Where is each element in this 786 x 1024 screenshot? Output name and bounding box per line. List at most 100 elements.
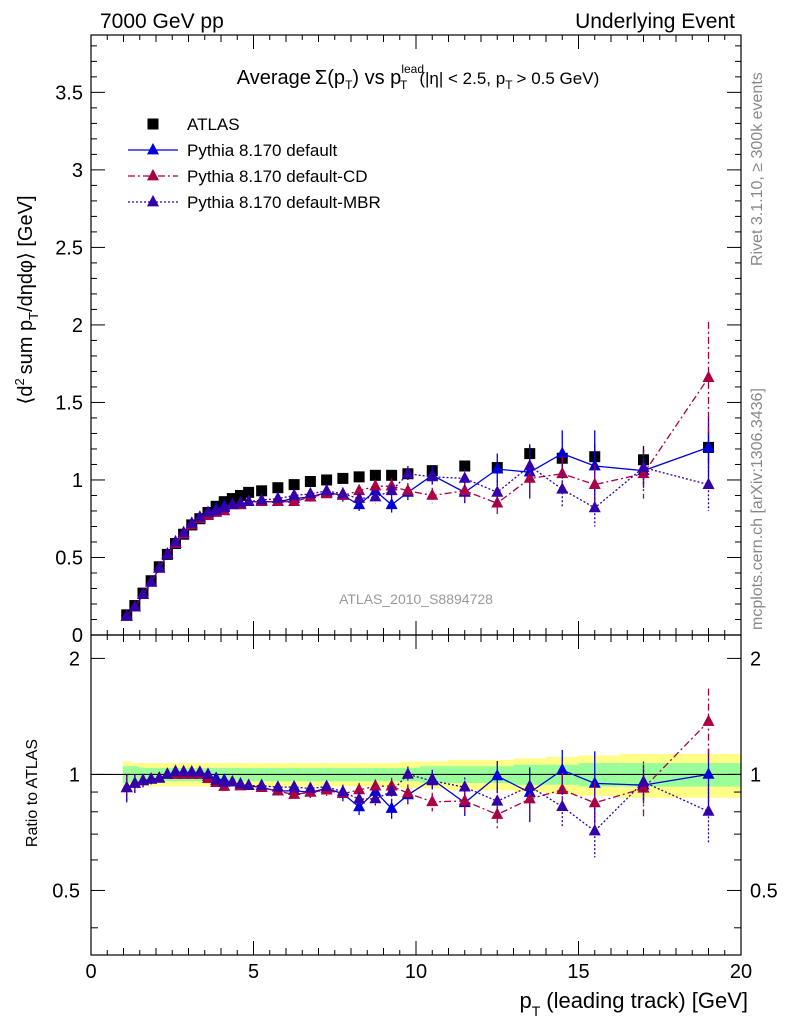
data-point-default	[702, 440, 715, 452]
ratio-point-mbr	[588, 823, 601, 836]
ratio-point-mbr	[185, 765, 198, 777]
data-point-mbr	[120, 609, 133, 621]
y-tick-label: 1.5	[55, 392, 83, 414]
watermark-label: ATLAS_2010_S8894728	[339, 591, 493, 607]
ratio-series-mbr	[120, 761, 715, 858]
ratio-point-mbr	[491, 794, 504, 806]
data-point-cd	[426, 488, 439, 500]
legend: ATLAS Pythia 8.170 default Pythia 8.170 de…	[128, 115, 381, 212]
axis-ticks	[90, 35, 742, 955]
y-tick-label: 2	[72, 315, 83, 337]
ratio-y-tick-label: 2	[69, 648, 80, 670]
plot-title: Average Σ(pT) vs plead T (|η| < 2.5, pT > 0.…	[237, 62, 599, 92]
legend-label-cd: Pythia 8.170 default-CD	[187, 167, 368, 186]
data-point-cd	[288, 494, 301, 506]
ratio-point-cd	[426, 794, 439, 807]
data-point-cd	[588, 477, 601, 489]
data-point-mbr	[161, 547, 174, 559]
series-mbr	[120, 445, 715, 621]
ratio-point-cd	[369, 779, 382, 791]
ratio-point-mbr	[218, 775, 231, 787]
y-tick-label: 1	[72, 470, 83, 492]
data-point-default	[556, 446, 569, 458]
ratio-point-mbr	[426, 773, 439, 786]
data-point-atlas	[337, 472, 349, 484]
ratio-point-mbr	[169, 764, 182, 776]
data-point-atlas	[288, 479, 300, 491]
data-point-mbr	[588, 500, 601, 513]
series-cd	[120, 321, 715, 621]
y-axis-label: ⟨d2sum pT/dηdφ⟩ [GeV]	[12, 196, 41, 405]
data-point-mbr	[210, 503, 223, 516]
ratio-point-cd	[458, 793, 471, 806]
ratio-point-mbr	[145, 772, 158, 784]
data-point-atlas	[459, 460, 471, 472]
data-point-atlas	[272, 482, 284, 494]
x-axis-label: pT (leading track) [GeV]	[519, 988, 748, 1019]
data-point-mbr	[128, 600, 141, 612]
ratio-point-mbr	[193, 765, 206, 777]
ratio-point-mbr	[304, 781, 317, 793]
ratio-point-mbr	[523, 779, 536, 791]
main-panel: ATLAS_2010_S8894728 Average Σ(pT) vs plea…	[120, 62, 715, 621]
data-point-mbr	[523, 458, 536, 471]
data-point-mbr	[288, 488, 301, 500]
ratio-point-cd	[523, 791, 536, 804]
data-point-mbr	[426, 469, 439, 482]
ratio-point-cd	[588, 795, 601, 808]
data-point-atlas	[243, 486, 255, 498]
series-line-cd	[126, 377, 710, 617]
ratio-y-tick-label-right: 2	[750, 648, 761, 670]
data-point-mbr	[242, 494, 255, 506]
data-point-mbr	[153, 561, 166, 573]
data-point-atlas	[321, 474, 333, 486]
ratio-point-cd	[702, 714, 715, 726]
ratio-point-mbr	[353, 792, 366, 804]
data-point-mbr	[637, 460, 650, 472]
ratio-point-mbr	[210, 773, 223, 785]
ratio-point-default	[385, 801, 398, 813]
ratio-point-mbr	[202, 767, 214, 779]
legend-marker-default	[147, 142, 159, 155]
ratio-point-default	[702, 767, 715, 779]
x-tick-label: 15	[567, 961, 589, 983]
data-point-mbr	[193, 510, 206, 522]
ratio-point-mbr	[637, 774, 650, 787]
data-point-mbr	[336, 486, 349, 499]
data-point-mbr	[401, 466, 414, 479]
ratio-point-mbr	[177, 764, 190, 777]
data-point-cd	[353, 483, 366, 496]
ratio-point-mbr	[385, 784, 398, 796]
ratio-point-cd	[401, 786, 414, 798]
ratio-point-mbr	[336, 784, 349, 797]
data-point-mbr	[177, 525, 190, 538]
ratio-y-tick-label-right: 1	[750, 764, 761, 786]
legend-marker-cd	[147, 168, 159, 181]
data-point-mbr	[304, 486, 317, 499]
data-point-mbr	[369, 489, 382, 502]
series-line-mbr	[126, 465, 709, 617]
legend-marker-mbr	[147, 194, 159, 207]
y-tick-label: 0.5	[55, 547, 83, 569]
data-point-mbr	[169, 534, 182, 547]
data-point-cd	[637, 466, 650, 479]
legend-entry-cd: Pythia 8.170 default-CD	[128, 167, 368, 186]
y-tick-label: 0	[72, 625, 83, 647]
ratio-point-mbr	[556, 799, 569, 812]
data-point-atlas	[353, 471, 365, 483]
data-point-mbr	[556, 482, 569, 494]
data-point-atlas	[386, 469, 398, 481]
data-point-default	[353, 497, 366, 510]
ratio-panel	[91, 688, 741, 858]
ratio-point-default	[556, 763, 569, 775]
data-point-mbr	[137, 587, 149, 600]
ratio-point-mbr	[288, 779, 301, 792]
ratio-point-mbr	[401, 767, 414, 779]
data-point-cd	[458, 483, 471, 496]
ratio-point-default	[491, 768, 504, 781]
ratio-point-default	[523, 785, 536, 797]
data-point-atlas	[256, 485, 268, 497]
ratio-point-mbr	[255, 778, 268, 790]
ratio-point-mbr	[702, 804, 715, 816]
